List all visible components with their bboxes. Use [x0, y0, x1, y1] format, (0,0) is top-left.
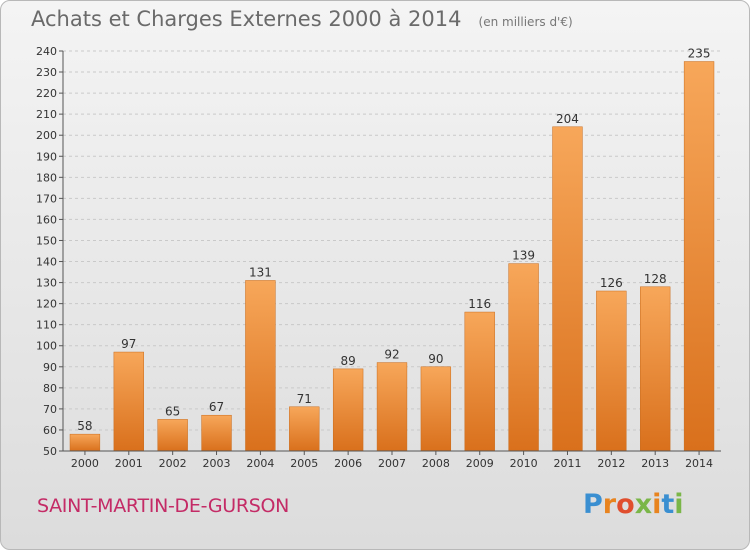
- bar: [640, 286, 671, 452]
- x-tick-label: 2008: [422, 457, 450, 470]
- y-tick-label: 230: [36, 66, 57, 79]
- y-tick-label: 80: [43, 382, 57, 395]
- bar: [596, 290, 627, 452]
- bar-value-label: 204: [556, 112, 579, 126]
- x-tick-label: 2000: [71, 457, 99, 470]
- y-tick-label: 180: [36, 171, 57, 184]
- bar: [552, 126, 583, 452]
- bar: [69, 433, 101, 452]
- y-tick-label: 160: [36, 213, 57, 226]
- x-tick-label: 2006: [334, 457, 362, 470]
- logo-letter: x: [634, 489, 653, 520]
- bar-value-label: 92: [384, 348, 399, 362]
- logo-letter: t: [661, 489, 675, 520]
- x-tick-label: 2005: [290, 457, 318, 470]
- bar: [376, 362, 408, 452]
- bar-value-label: 58: [77, 419, 92, 433]
- bar: [332, 368, 364, 452]
- y-tick-label: 210: [36, 108, 57, 121]
- logo-letter: r: [602, 489, 617, 520]
- y-tick-label: 220: [36, 87, 57, 100]
- y-tick-label: 170: [36, 192, 57, 205]
- bar-value-label: 71: [297, 392, 312, 406]
- bar-value-label: 97: [121, 337, 136, 351]
- logo-letter: i: [652, 489, 662, 520]
- x-tick-label: 2007: [378, 457, 406, 470]
- bar: [683, 61, 715, 452]
- x-tick-label: 2002: [159, 457, 187, 470]
- bar-value-label: 128: [644, 272, 667, 286]
- x-tick-label: 2010: [510, 457, 538, 470]
- bar-value-label: 131: [249, 265, 272, 279]
- bar: [201, 414, 232, 452]
- y-tick-label: 140: [36, 256, 57, 269]
- x-tick-label: 2001: [115, 457, 143, 470]
- y-tick-label: 240: [36, 45, 57, 58]
- chart-subtitle: (en milliers d'€): [478, 15, 573, 29]
- bar: [508, 263, 539, 452]
- y-tick-label: 70: [43, 403, 57, 416]
- y-tick-label: 130: [36, 277, 57, 290]
- bar: [420, 366, 452, 452]
- y-tick-label: 50: [43, 445, 57, 458]
- y-tick-label: 60: [43, 424, 57, 437]
- bar: [245, 280, 276, 452]
- chart-header: Achats et Charges Externes 2000 à 2014 (…: [31, 7, 573, 31]
- y-tick-label: 150: [36, 234, 57, 247]
- bar-value-label: 67: [209, 400, 224, 414]
- x-tick-label: 2011: [553, 457, 581, 470]
- logo-letter: o: [616, 489, 635, 520]
- x-tick-label: 2009: [466, 457, 494, 470]
- bar-value-label: 235: [688, 47, 711, 61]
- bar-value-label: 65: [165, 404, 180, 418]
- bar: [157, 419, 188, 452]
- bar-value-label: 139: [512, 249, 535, 263]
- logo-letter: i: [674, 489, 684, 520]
- y-tick-label: 90: [43, 361, 57, 374]
- y-tick-label: 120: [36, 298, 57, 311]
- bar: [464, 311, 495, 452]
- bar-value-label: 89: [340, 354, 355, 368]
- x-tick-label: 2012: [597, 457, 625, 470]
- x-tick-label: 2003: [203, 457, 231, 470]
- y-tick-label: 100: [36, 340, 57, 353]
- x-tick-label: 2004: [246, 457, 274, 470]
- bar-value-label: 116: [468, 297, 491, 311]
- logo-letter: P: [583, 489, 603, 520]
- y-tick-label: 190: [36, 150, 57, 163]
- chart-title: Achats et Charges Externes 2000 à 2014: [31, 7, 462, 31]
- commune-name: SAINT-MARTIN-DE-GURSON: [37, 495, 290, 517]
- proxiti-logo: Proxiti: [583, 489, 684, 520]
- x-tick-label: 2013: [641, 457, 669, 470]
- y-tick-label: 110: [36, 319, 57, 332]
- x-tick-label: 2014: [685, 457, 713, 470]
- bar: [289, 406, 320, 452]
- bar-value-label: 126: [600, 276, 623, 290]
- y-tick-label: 200: [36, 129, 57, 142]
- bar-value-label: 90: [428, 352, 443, 366]
- bar: [113, 351, 144, 452]
